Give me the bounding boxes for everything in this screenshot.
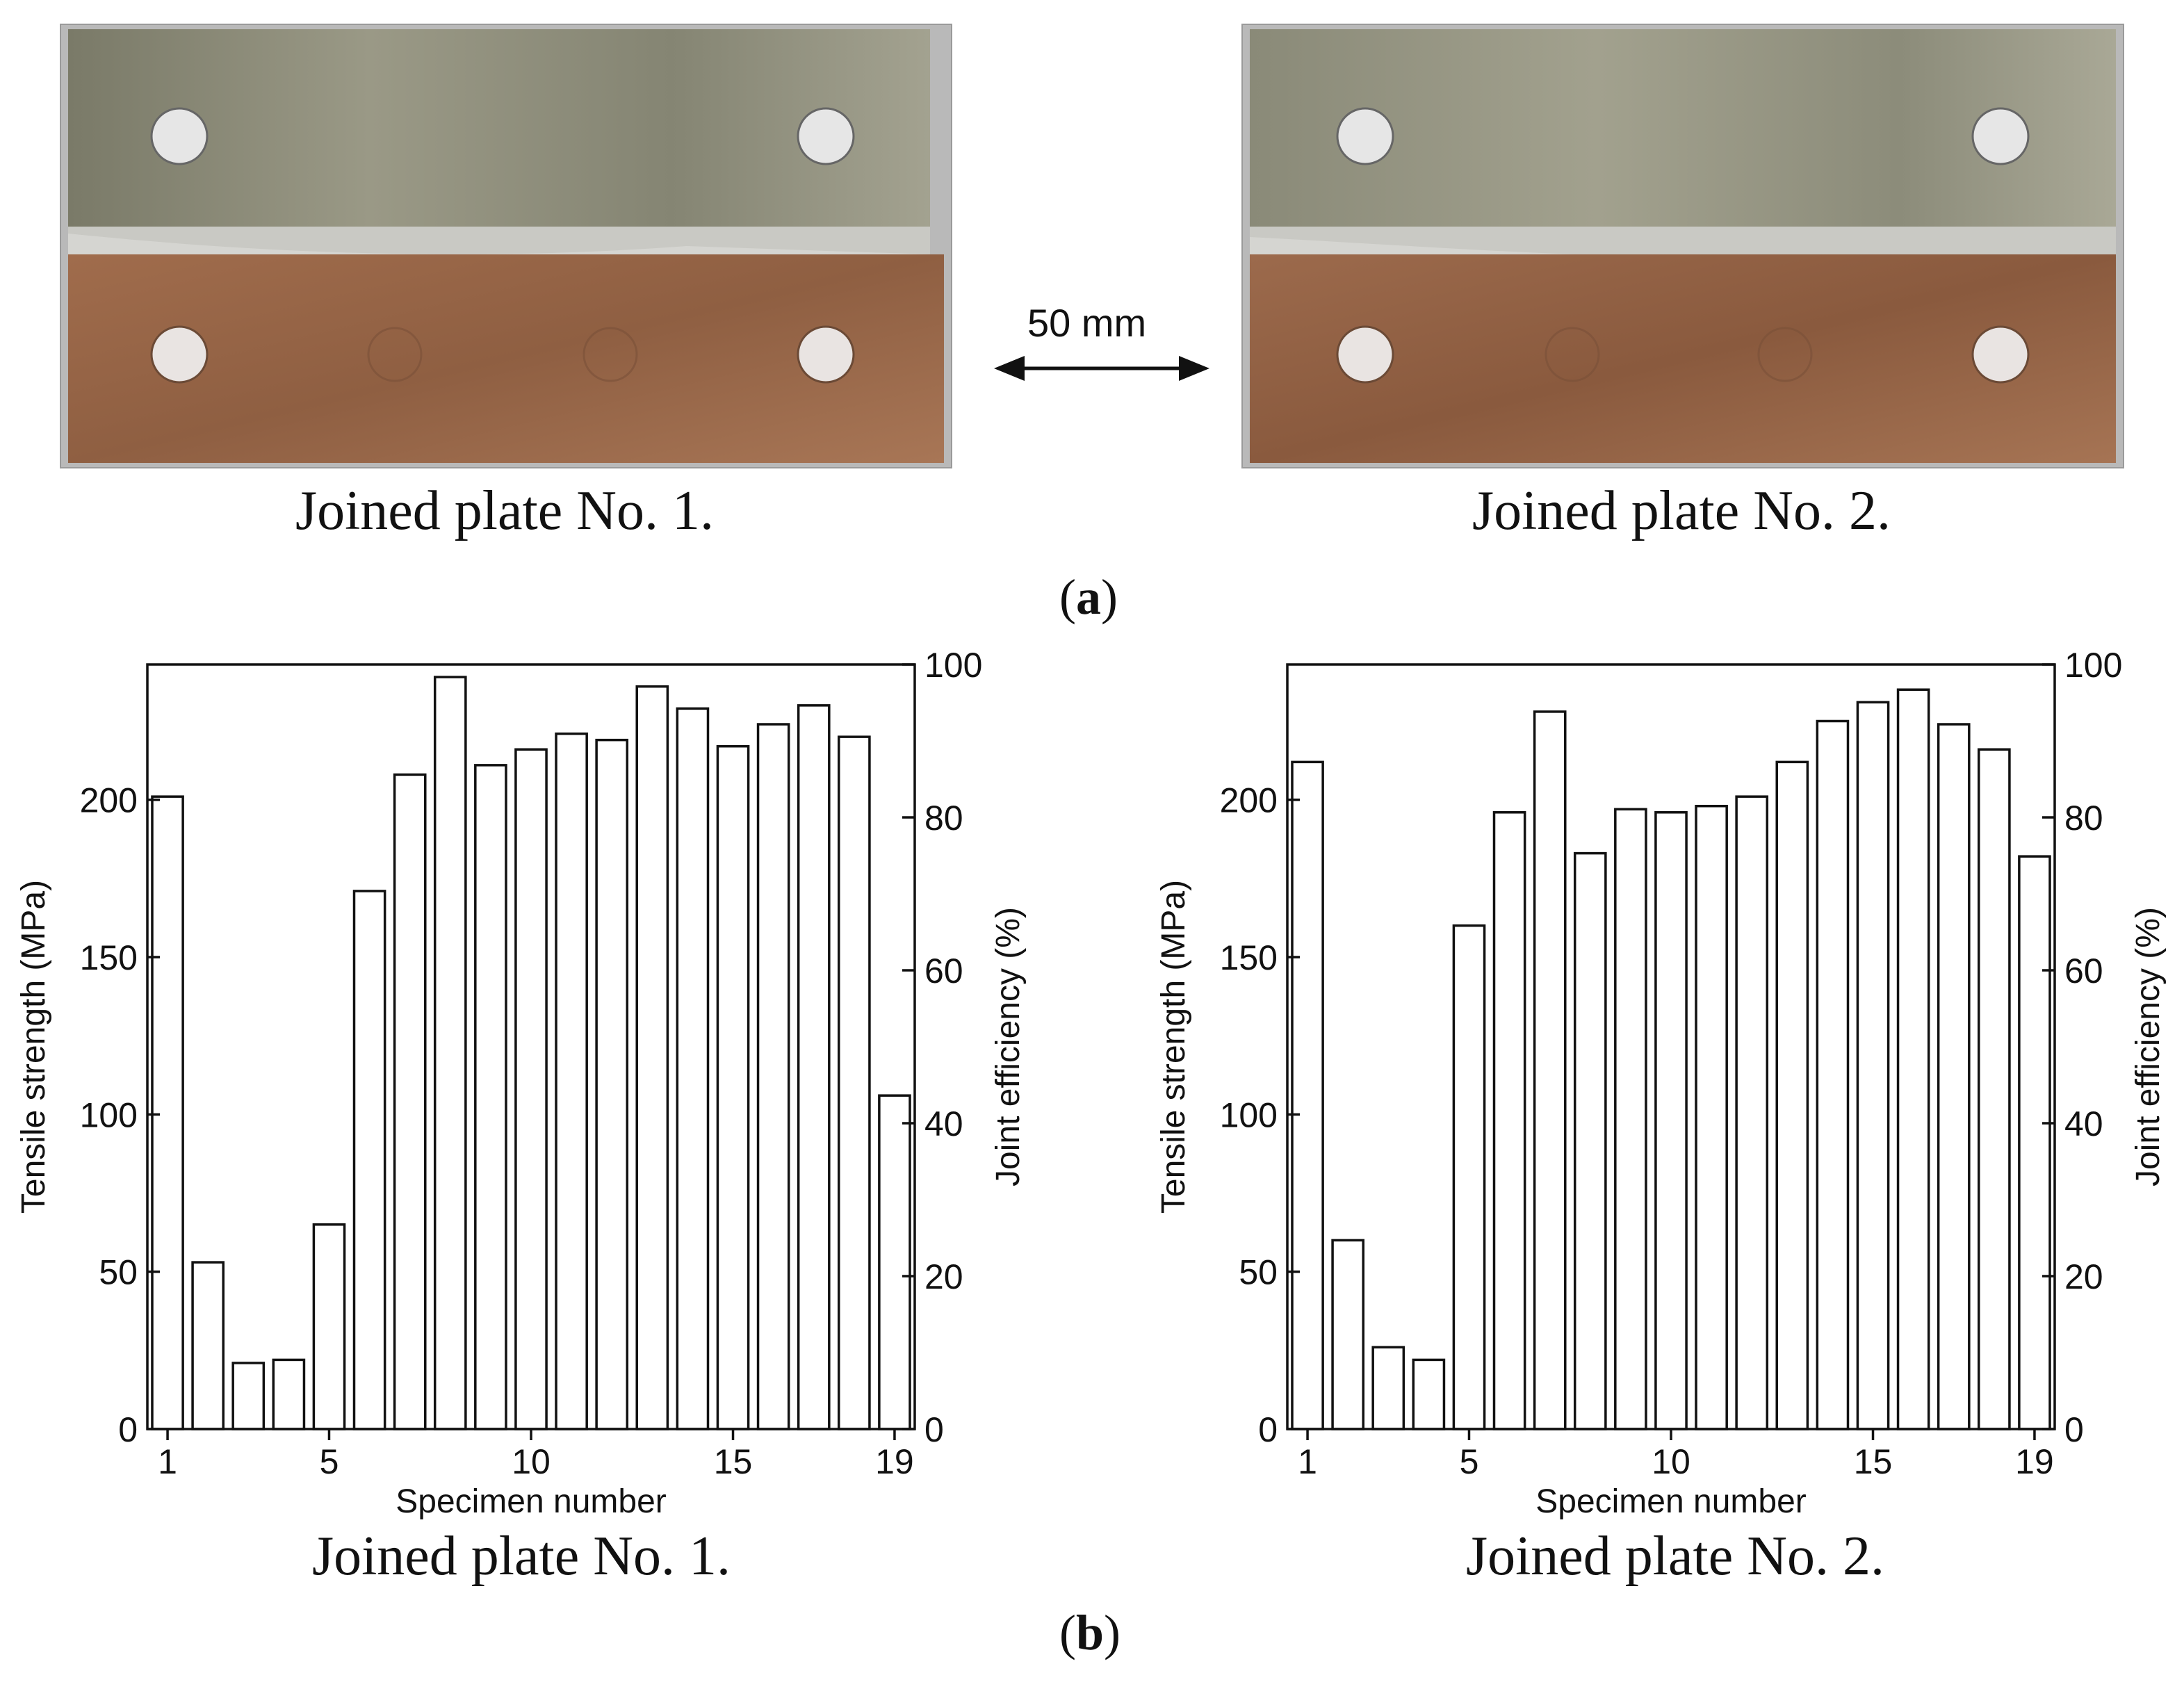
y2-tick-label: 100 — [924, 646, 982, 685]
bar-specimen-12 — [595, 738, 629, 1430]
y-tick-label: 0 — [118, 1410, 138, 1449]
y-axis-label: Tensile strength (MPa) — [15, 880, 52, 1214]
bar-specimen-10 — [1654, 811, 1688, 1430]
bar-specimen-3 — [231, 1362, 266, 1430]
bar-specimen-7 — [1533, 710, 1567, 1430]
y2-tick-label: 20 — [2064, 1257, 2103, 1296]
x-tick-label: 10 — [1652, 1442, 1690, 1481]
bar-specimen-12 — [1735, 795, 1769, 1430]
bar-specimen-14 — [676, 707, 710, 1430]
y-tick-label: 200 — [80, 781, 138, 820]
panel-a-letter: a — [1075, 569, 1101, 625]
bar-specimen-1 — [1291, 760, 1324, 1430]
x-tick-label: 15 — [1854, 1442, 1893, 1481]
y2-tick-label: 100 — [2064, 646, 2122, 685]
y2-tick-label: 80 — [924, 799, 963, 838]
bar-specimen-8 — [1573, 851, 1607, 1430]
chart-caption-2: Joined plate No. 2. — [1465, 1526, 1885, 1587]
y-tick-label: 0 — [1258, 1410, 1278, 1449]
bar-specimen-16 — [1896, 688, 1930, 1430]
photo-caption-1: Joined plate No. 1. — [295, 480, 715, 541]
y-tick-label: 200 — [1220, 781, 1278, 820]
panel-b-letter: b — [1075, 1605, 1105, 1661]
y-tick-label: 100 — [1220, 1095, 1278, 1134]
y-tick-label: 100 — [80, 1095, 138, 1134]
y-tick-label: 50 — [99, 1253, 138, 1292]
bar-specimen-2 — [191, 1261, 225, 1430]
y2-tick-label: 80 — [2064, 799, 2103, 838]
y2-axis-label: Joint efficiency (%) — [2130, 907, 2167, 1186]
photo-caption-2: Joined plate No. 2. — [1472, 480, 1891, 541]
bar-specimen-8 — [433, 676, 467, 1430]
scale-bar-arrow — [994, 356, 1209, 381]
bar-specimen-9 — [474, 764, 507, 1430]
joined-plate-1-photo — [60, 24, 952, 468]
bar-specimen-11 — [555, 732, 588, 1430]
bar-specimen-9 — [1614, 808, 1647, 1430]
bar-specimen-5 — [1452, 924, 1486, 1430]
x-axis-label: Specimen number — [396, 1483, 667, 1520]
bar-specimen-17 — [797, 704, 831, 1430]
bar-specimen-5 — [312, 1223, 346, 1430]
bar-specimen-1 — [151, 795, 184, 1430]
y2-tick-label: 0 — [924, 1410, 944, 1449]
bar-specimen-18 — [1978, 748, 2011, 1430]
panel-b-label: (b) — [1059, 1605, 1121, 1661]
bar-specimen-7 — [393, 773, 427, 1430]
bar-specimen-6 — [1492, 811, 1526, 1430]
bar-specimen-13 — [1775, 760, 1809, 1430]
y2-tick-label: 40 — [2064, 1104, 2103, 1143]
x-tick-label: 5 — [1460, 1442, 1479, 1481]
bar-specimen-11 — [1695, 804, 1728, 1430]
joined-plate-2-photo — [1241, 24, 2124, 468]
bar-specimen-18 — [838, 735, 871, 1430]
x-tick-label: 1 — [158, 1442, 177, 1481]
x-tick-label: 1 — [1298, 1442, 1317, 1481]
y-tick-label: 50 — [1239, 1253, 1278, 1292]
bar-specimen-10 — [514, 748, 548, 1430]
bar-specimen-6 — [352, 890, 386, 1430]
x-tick-label: 5 — [320, 1442, 339, 1481]
bar-specimen-19 — [2018, 855, 2051, 1430]
bar-specimen-16 — [756, 723, 790, 1430]
scale-bar-label: 50 mm — [1027, 301, 1147, 345]
bar-specimen-15 — [1856, 701, 1890, 1430]
x-tick-label: 10 — [512, 1442, 551, 1481]
x-tick-label: 19 — [2015, 1442, 2054, 1481]
y-tick-label: 150 — [1220, 938, 1278, 977]
y2-tick-label: 20 — [924, 1257, 963, 1296]
x-axis-label: Specimen number — [1535, 1483, 1807, 1520]
y2-tick-label: 60 — [2064, 952, 2103, 990]
y2-axis-label: Joint efficiency (%) — [990, 907, 1027, 1186]
x-tick-label: 19 — [875, 1442, 914, 1481]
y2-tick-label: 60 — [924, 952, 963, 990]
bar-specimen-13 — [635, 685, 669, 1430]
bar-specimen-4 — [1412, 1358, 1446, 1430]
x-tick-label: 15 — [714, 1442, 753, 1481]
bar-specimen-14 — [1816, 719, 1850, 1430]
y-tick-label: 150 — [80, 938, 138, 977]
bar-specimen-2 — [1331, 1239, 1364, 1430]
bar-specimen-4 — [272, 1358, 306, 1430]
y2-tick-label: 40 — [924, 1104, 963, 1143]
panel-a-label: (a) — [1059, 569, 1118, 625]
bar-specimen-17 — [1937, 723, 1971, 1430]
bar-specimen-3 — [1371, 1346, 1405, 1430]
bar-specimen-19 — [878, 1094, 911, 1430]
y2-tick-label: 0 — [2064, 1410, 2084, 1449]
y-axis-label: Tensile strength (MPa) — [1155, 880, 1192, 1214]
bar-specimen-15 — [716, 744, 750, 1430]
chart-caption-1: Joined plate No. 1. — [311, 1526, 731, 1587]
